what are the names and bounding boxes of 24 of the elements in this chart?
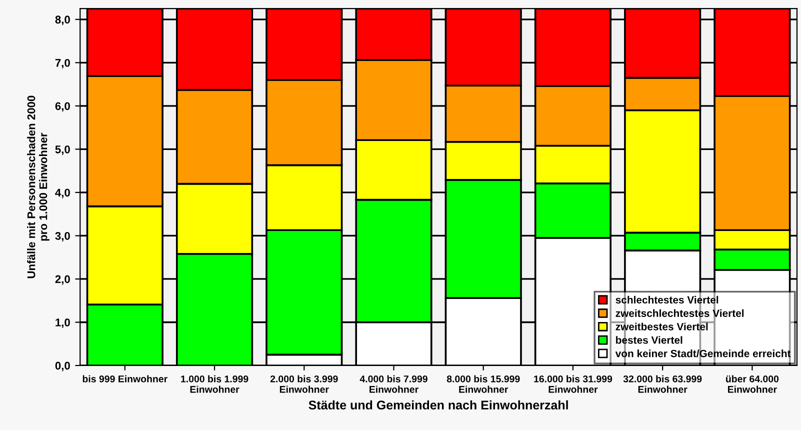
legend-label: schlechtestes Viertel (616, 296, 718, 304)
y-tick-label: 3,0 (55, 232, 70, 242)
legend-label: zweitbestes Viertel (616, 322, 708, 330)
y-tick-label: 7,0 (55, 58, 70, 68)
legend-label: von keiner Stadt/Gemeinde erreicht (615, 350, 791, 358)
x-tick-label: 8.000 bis 15.999 Einwohner (446, 375, 520, 393)
x-tick-label: über 64.000 Einwohner (726, 375, 779, 393)
y-tick-label: 2,0 (55, 275, 70, 285)
x-axis-title: Städte und Gemeinden nach Einwohnerzahl (308, 400, 568, 410)
y-tick-label: 0,0 (55, 362, 70, 372)
y-tick-label: 8,0 (55, 16, 70, 26)
x-tick-label: 4.000 bis 7.999 Einwohner (360, 375, 428, 393)
y-tick-label: 4,0 (55, 188, 70, 198)
x-tick-label: 32.000 bis 63.999 Einwohner (623, 375, 702, 393)
y-axis-title: Unfälle mit Personenschaden 2000 pro 1.000 Einwohner (27, 96, 50, 278)
y-tick-label: 1,0 (56, 318, 70, 328)
y-tick-label: 6,0 (55, 102, 70, 112)
x-tick-label: 1.000 bis 1.999 Einwohner (181, 375, 248, 393)
x-tick-label: bis 999 Einwohner (82, 375, 168, 382)
legend-label: zweitschlechtestes Viertel (616, 309, 744, 317)
x-tick-label: 2.000 bis 3.999 Einwohner (270, 375, 338, 393)
y-tick-label: 5,0 (55, 145, 70, 155)
legend-label: bestes Viertel (616, 336, 682, 344)
x-tick-label: 16.000 bis 31.999 Einwohner (534, 375, 612, 393)
